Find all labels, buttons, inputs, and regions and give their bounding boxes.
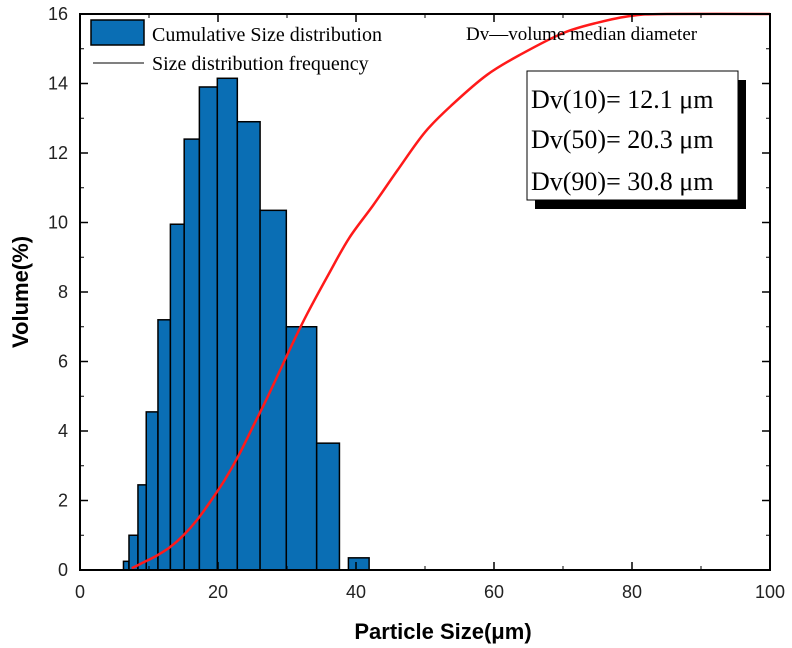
dv50-label: Dv(50)= 20.3 μm: [531, 125, 713, 154]
histogram-bar: [236, 120, 261, 571]
y-tick-label: 0: [58, 560, 68, 580]
histogram-bar: [315, 442, 341, 571]
histogram-bar: [183, 138, 201, 571]
y-tick-label: 12: [48, 143, 68, 163]
legend: Cumulative Size distribution Size distri…: [90, 19, 382, 75]
y-tick-label: 4: [58, 421, 68, 441]
y-tick-label: 8: [58, 282, 68, 302]
y-axis-title: Volume(%): [8, 236, 33, 348]
histogram-bar: [169, 223, 185, 571]
x-axis-title: Particle Size(μm): [354, 619, 531, 644]
histogram-bar: [122, 560, 130, 571]
annotation-header: Dv—volume median diameter: [466, 24, 698, 45]
x-tick-label: 60: [484, 582, 504, 602]
legend-bar-label: Cumulative Size distribution: [152, 24, 382, 46]
dv90-label: Dv(90)= 30.8 μm: [531, 167, 713, 196]
y-tick-label: 16: [48, 4, 68, 24]
legend-line-label: Size distribution frequency: [152, 53, 369, 75]
histogram-bar: [157, 319, 172, 571]
histogram-bar: [347, 557, 370, 571]
histogram-bar: [285, 326, 318, 571]
histogram-bar: [259, 209, 288, 571]
legend-bar-swatch: [90, 19, 145, 46]
x-tick-label: 80: [622, 582, 642, 602]
x-tick-label: 40: [346, 582, 366, 602]
y-tick-label: 10: [48, 213, 68, 233]
histogram-bar: [137, 484, 147, 571]
x-tick-label: 20: [208, 582, 228, 602]
frequency-line: [131, 12, 771, 570]
histogram-bar: [216, 77, 239, 571]
dv-values-box: Dv(10)= 12.1 μm Dv(50)= 20.3 μm Dv(90)= …: [526, 70, 746, 209]
ticks-layer: 0 20 40 60 80 100 0 2 4 6 8 10 12 14 16: [48, 4, 785, 602]
x-tick-label: 100: [755, 582, 785, 602]
bars-layer: [122, 77, 370, 571]
x-tick-label: 0: [75, 582, 85, 602]
dv-box: [526, 70, 739, 201]
y-tick-label: 14: [48, 74, 68, 94]
y-tick-label: 2: [58, 491, 68, 511]
y-tick-label: 6: [58, 352, 68, 372]
dv10-label: Dv(10)= 12.1 μm: [531, 85, 713, 114]
histogram-bar: [145, 411, 159, 571]
